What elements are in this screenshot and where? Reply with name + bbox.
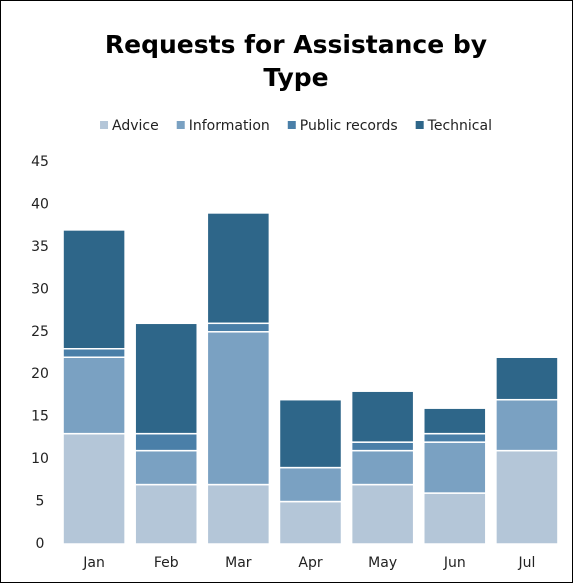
y-tick-label: 35 (31, 239, 49, 255)
y-tick-label: 40 (31, 196, 49, 212)
bar-segment (134, 483, 198, 545)
bar-segment (350, 449, 415, 486)
x-tick-label: Jul (517, 555, 535, 571)
bar-segment (62, 229, 126, 350)
bar-segment (423, 407, 487, 435)
bar-segment (206, 322, 271, 333)
legend-marker (176, 121, 185, 129)
bar-segment (495, 356, 559, 401)
x-tick-label: May (368, 555, 397, 571)
legend-label: Technical (427, 118, 492, 134)
bar-segment (278, 398, 343, 469)
x-tick-label: Jun (443, 555, 466, 571)
bar-segment (62, 356, 126, 435)
bar-segment (278, 500, 343, 545)
y-tick-label: 45 (31, 154, 49, 170)
legend-label: Advice (112, 118, 159, 134)
bar-segment (62, 432, 126, 545)
y-tick-label: 10 (31, 451, 49, 467)
bar-segment (134, 432, 198, 452)
bar-segment (350, 483, 415, 545)
x-tick-label: Apr (298, 555, 322, 571)
bar-segment (423, 432, 487, 443)
y-tick-label: 0 (36, 536, 45, 552)
bar-segment (423, 441, 487, 494)
bar-segment (350, 390, 415, 443)
legend-marker (415, 121, 424, 129)
y-tick-label: 30 (31, 281, 49, 297)
y-tick-label: 25 (31, 324, 49, 340)
bar-segment (423, 492, 487, 545)
legend-label: Information (189, 118, 270, 134)
x-tick-label: Mar (225, 555, 252, 571)
x-tick-label: Jan (82, 555, 105, 571)
bar-segment (278, 466, 343, 503)
bar-segment (134, 449, 198, 486)
bar-segment (206, 212, 271, 325)
y-tick-label: 15 (31, 409, 49, 425)
y-tick-label: 20 (31, 366, 49, 382)
x-tick-label: Feb (154, 555, 179, 571)
bar-segment (350, 441, 415, 452)
y-tick-label: 5 (36, 494, 45, 510)
legend-marker (100, 121, 109, 129)
bar-segment (62, 348, 126, 358)
bar-segment (495, 449, 559, 545)
legend-marker (287, 121, 296, 129)
bar-segment (134, 322, 198, 435)
bar-segment (495, 398, 559, 452)
legend-label: Public records (300, 118, 398, 134)
bar-segment (206, 483, 271, 545)
chart-title: Requests for Assistance by Type (104, 30, 488, 92)
bar-segment (206, 331, 271, 486)
